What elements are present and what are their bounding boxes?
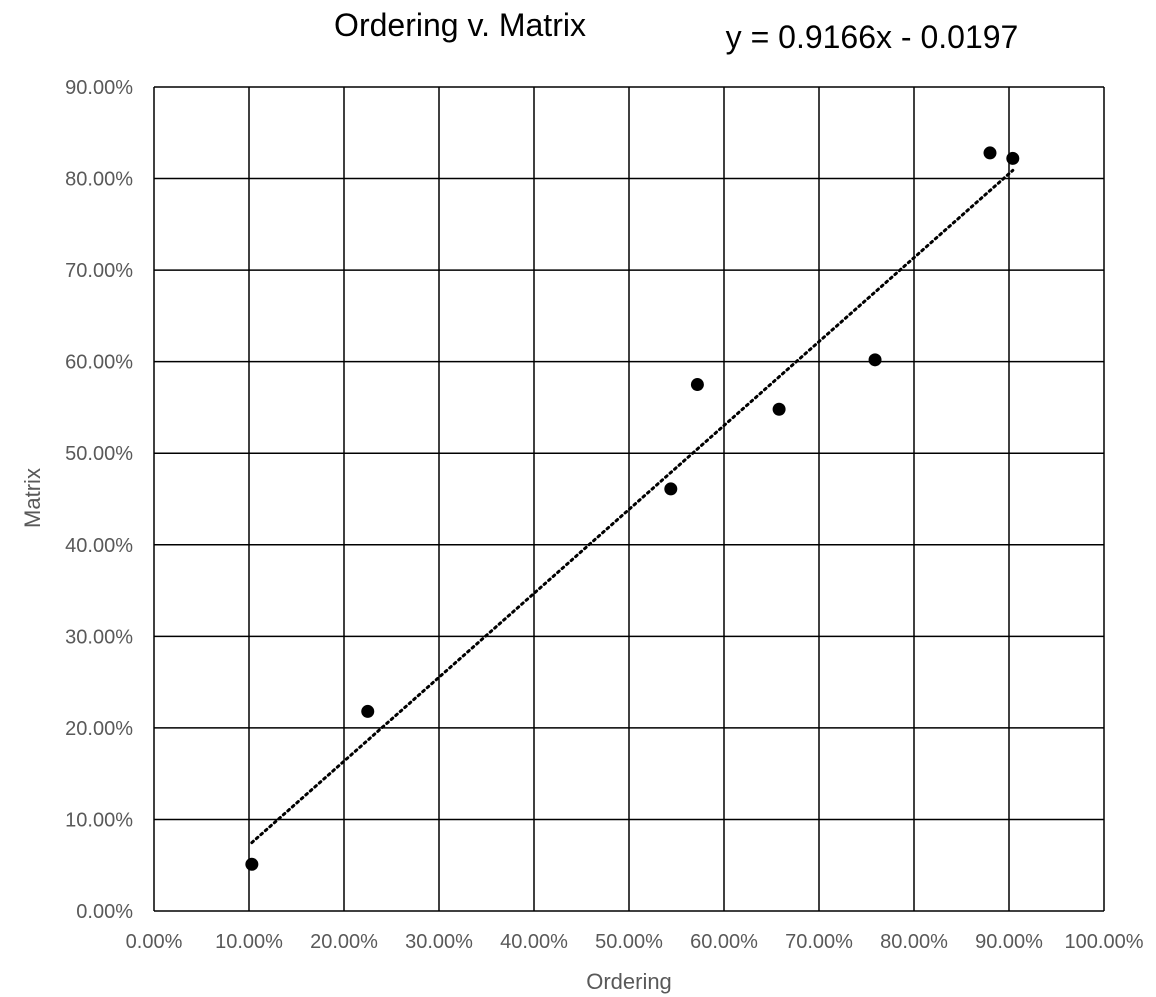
x-tick-label: 0.00% [126,931,183,953]
data-point [772,402,786,416]
y-axis-label: Matrix [20,468,45,528]
y-tick-label: 50.00% [65,443,133,465]
y-tick-label: 10.00% [65,809,133,831]
x-tick-label: 10.00% [215,931,283,953]
y-axis-ticks: 0.00% 10.00% 20.00% 30.00% 40.00% 50.00% 60.00… [65,77,133,923]
x-tick-label: 50.00% [595,931,663,953]
x-tick-label: 80.00% [880,931,948,953]
x-axis-label: Ordering [586,969,672,994]
x-tick-label: 90.00% [975,931,1043,953]
data-point [868,353,882,367]
trendline-equation: y = 0.9166x - 0.0197 [726,19,1019,55]
x-axis-ticks: 0.00% 10.00% 20.00% 30.00% 40.00% 50.00% 60.00… [126,931,1144,953]
x-tick-label: 100.00% [1065,931,1144,953]
y-tick-label: 70.00% [65,260,133,282]
data-points [245,146,1020,871]
x-tick-label: 40.00% [500,931,568,953]
trendline [250,168,1015,845]
y-tick-label: 20.00% [65,718,133,740]
chart-title: Ordering v. Matrix [334,7,586,43]
y-tick-label: 30.00% [65,626,133,648]
y-tick-label: 60.00% [65,352,133,374]
y-tick-label: 0.00% [76,901,133,923]
data-point [983,146,997,160]
trendline-layer [250,168,1015,845]
x-tick-label: 60.00% [690,931,758,953]
data-point [361,704,375,718]
data-point [1006,151,1020,165]
x-tick-label: 30.00% [405,931,473,953]
y-tick-label: 40.00% [65,535,133,557]
y-tick-label: 90.00% [65,77,133,99]
x-tick-label: 70.00% [785,931,853,953]
data-point [690,378,704,392]
data-point [664,482,678,496]
grid [153,86,1105,912]
x-tick-label: 20.00% [310,931,378,953]
y-tick-label: 80.00% [65,169,133,191]
data-point [245,857,259,871]
